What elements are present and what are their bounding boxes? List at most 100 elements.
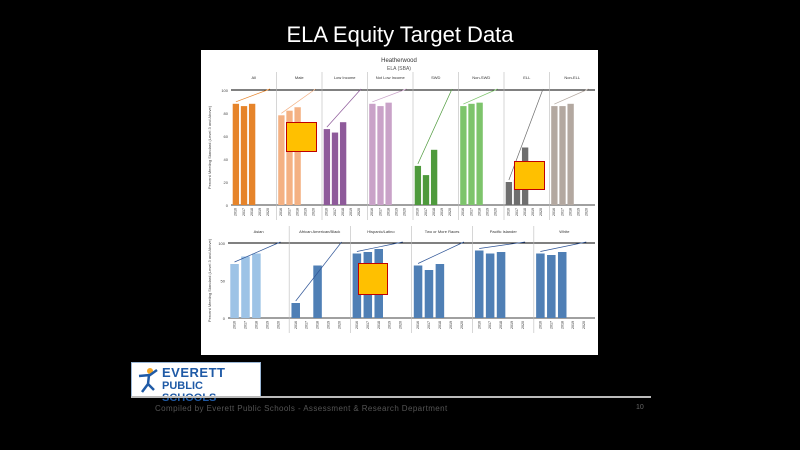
bar [551,106,558,205]
group-label: Pacific Islander [490,229,518,234]
x-tick-label: 2020 [582,321,586,329]
group-label: ELL [523,75,531,80]
x-tick-label: 2019 [571,321,575,329]
x-tick-label: 2020 [399,321,403,329]
trend-line [235,88,271,103]
x-tick-label: 2019 [531,208,535,216]
x-tick-label: 2020 [521,321,525,329]
bar [241,256,250,318]
group-label: White [559,229,570,234]
bar [474,250,484,318]
x-tick-label: 2020 [460,321,464,329]
group-label: Asian [254,229,264,234]
group-label: Not Low Income [376,75,406,80]
group-label: All [252,75,257,80]
x-tick-label: 2018 [432,208,436,216]
x-tick-label: 2018 [499,321,503,329]
x-tick-label: 2018 [250,208,254,216]
y-tick-label: 100 [221,88,228,93]
bar [559,106,566,205]
group-label: SWD [431,75,440,80]
y-tick-label: 60 [224,134,229,139]
footer-rule [131,396,651,398]
trend-line [417,88,453,165]
x-tick-label: 2018 [523,208,527,216]
x-tick-label: 2017 [560,208,564,216]
bar [286,110,293,205]
trend-line [326,88,362,128]
x-tick-label: 2020 [266,208,270,216]
x-tick-label: 2020 [494,208,498,216]
x-tick-label: 2017 [287,208,291,216]
trend-line [281,88,316,114]
bar [435,264,445,318]
bar [352,253,362,318]
x-tick-label: 2019 [327,321,331,329]
group-label: Male [295,75,304,80]
x-tick-label: 2017 [305,321,309,329]
logo-figure-icon [138,368,158,393]
chart-title: Heatherwood [381,58,417,64]
y-axis-title: Percent Meeting Standard (Level 3 and Ab… [207,238,212,322]
bar [567,103,574,205]
x-tick-label: 2016 [538,321,542,329]
x-tick-label: 2020 [338,321,342,329]
bar [460,106,467,205]
x-tick-label: 2017 [549,321,553,329]
trend-line [417,241,465,264]
group-label: Low Income [334,75,356,80]
bar [476,102,483,205]
x-tick-label: 2017 [469,208,473,216]
bar [294,107,301,205]
bar [414,165,422,205]
logo-text-primary: EVERETT [162,365,226,380]
chart-subtitle: ELA (SBA) [387,66,411,72]
y-tick-label: 100 [218,241,225,246]
bar [547,255,556,318]
bar [291,303,300,318]
trend-line [554,88,589,105]
x-tick-label: 2017 [242,208,246,216]
x-tick-label: 2017 [244,321,248,329]
bar [240,106,248,205]
x-tick-label: 2016 [233,321,237,329]
x-tick-label: 2016 [279,208,283,216]
bar [339,122,347,205]
y-tick-label: 0 [226,203,229,208]
bar [331,132,339,205]
chart-svg: Heatherwood ELA (SBA) 0 20 40 60 80 100 Percen… [207,58,595,333]
bar [323,129,331,205]
bar [248,103,256,205]
y-tick-label: 0 [223,316,226,321]
group-label: African American/Black [299,229,340,234]
bar [536,253,545,318]
x-tick-label: 2016 [294,321,298,329]
group-label: Two or More Races [425,229,460,234]
x-tick-label: 2017 [515,208,519,216]
group-label: Hispanic/Latino [367,229,395,234]
bar [278,115,285,205]
x-tick-label: 2019 [486,208,490,216]
x-tick-label: 2016 [370,208,374,216]
logo-text-secondary: PUBLIC SCHOOLS [162,380,217,404]
x-tick-label: 2019 [258,208,262,216]
x-tick-label: 2018 [386,208,390,216]
x-tick-label: 2019 [440,208,444,216]
everett-logo: EVERETT PUBLIC SCHOOLS [131,362,261,404]
bar [413,265,423,318]
x-tick-label: 2019 [449,321,453,329]
bar [496,252,506,318]
bar [468,103,475,205]
x-tick-label: 2016 [416,321,420,329]
y-tick-label: 80 [224,111,229,116]
x-tick-label: 2017 [488,321,492,329]
bar [230,264,239,318]
trend-line [234,241,281,263]
trend-line [479,241,526,249]
x-tick-label: 2018 [254,321,258,329]
page-number: 10 [636,404,644,411]
y-tick-label: 40 [224,157,229,162]
bar [377,106,384,205]
x-tick-label: 2016 [477,321,481,329]
x-tick-label: 2016 [325,208,329,216]
